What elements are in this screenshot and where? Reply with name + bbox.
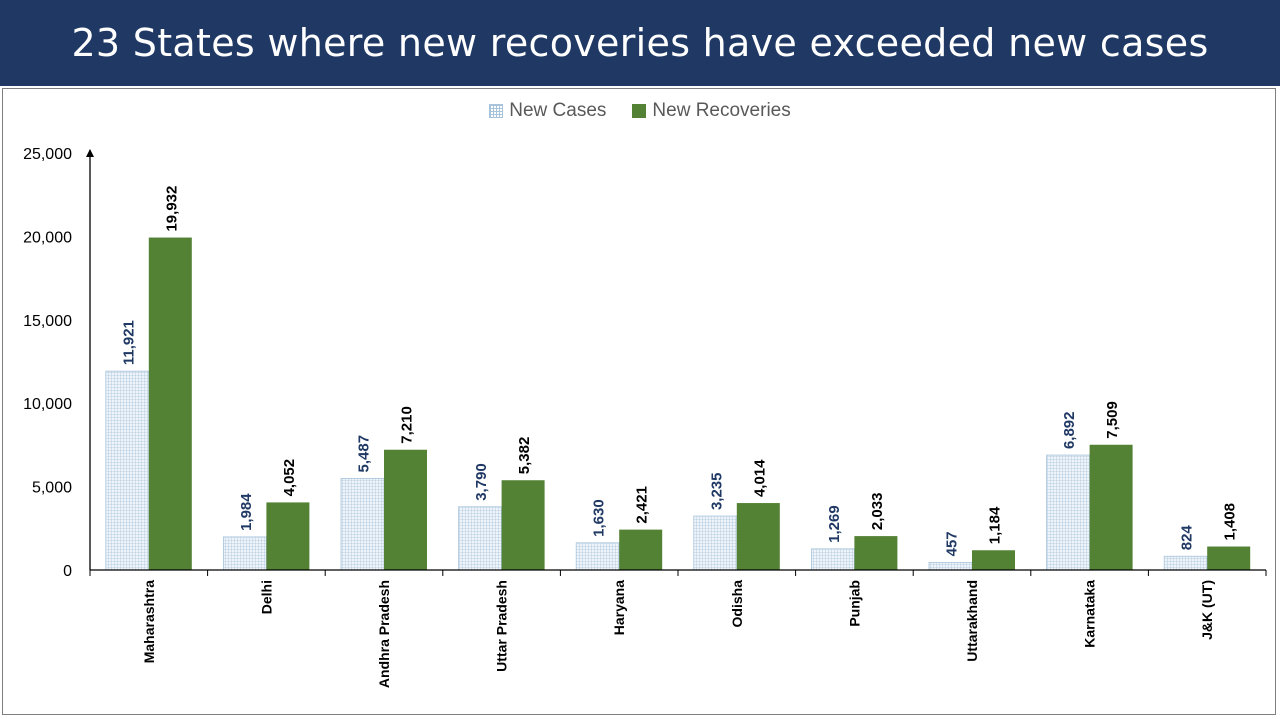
bar-new-cases [458,506,503,571]
data-label-new-cases: 457 [944,531,961,556]
data-label-new-recoveries: 2,421 [634,486,651,524]
data-label-new-cases: 5,487 [356,435,373,473]
bar-new-recoveries [384,449,427,570]
bar-new-cases [222,536,267,571]
bar-new-cases [575,542,620,571]
data-label-new-recoveries: 2,033 [869,493,886,531]
data-label-new-recoveries: 5,382 [516,437,533,475]
data-label-new-recoveries: 19,932 [163,186,180,232]
x-category-label: Andhra Pradesh [376,580,392,688]
y-tick-label: 25,000 [23,146,72,163]
bar-new-cases [1046,454,1090,571]
bar-new-recoveries [266,502,310,570]
chart-frame [2,88,1276,715]
data-label-new-cases: 3,235 [708,472,725,510]
data-label-new-cases: 1,269 [826,505,843,543]
legend-swatch-new-recoveries [632,104,647,118]
bar-new-recoveries [148,237,192,570]
page-title: 23 States where new recoveries have exce… [71,21,1209,65]
y-tick-label: 10,000 [23,396,72,413]
bar-new-recoveries [501,480,545,570]
data-label-new-recoveries: 7,210 [399,406,416,444]
data-label-new-recoveries: 1,408 [1222,503,1239,541]
bar-new-recoveries [736,503,780,570]
x-category-label: Uttarakhand [964,580,980,662]
bar-new-cases [105,370,150,571]
y-tick-label: 20,000 [23,229,72,246]
data-label-new-cases: 11,921 [120,320,137,365]
bar-new-cases [811,548,855,571]
data-label-new-recoveries: 7,509 [1104,401,1121,439]
bar-new-recoveries [1207,546,1251,570]
bar-new-cases [340,478,385,571]
y-tick-label: 5,000 [32,480,72,497]
data-label-new-cases: 1,630 [591,499,608,537]
y-tick-label: 0 [63,563,72,580]
legend-swatch-new-cases [489,104,504,118]
data-label-new-cases: 3,790 [473,463,490,501]
legend-item-new-cases: New Cases [489,100,606,122]
chart-legend: New Cases New Recoveries [0,100,1280,122]
header-banner: 23 States where new recoveries have exce… [0,0,1280,86]
data-label-new-recoveries: 4,014 [751,459,768,497]
bar-new-cases [928,561,973,571]
data-label-new-cases: 1,984 [238,493,255,531]
data-label-new-cases: 824 [1179,525,1196,551]
data-label-new-recoveries: 4,052 [281,459,298,497]
x-category-label: Odisha [729,580,745,628]
legend-label-new-cases: New Cases [509,100,607,121]
x-category-label: Punjab [846,580,862,627]
data-label-new-recoveries: 1,184 [987,506,1004,544]
bar-new-recoveries [619,529,663,570]
x-category-label: Maharashtra [141,580,157,663]
y-axis-arrow [86,149,94,157]
legend-item-new-recoveries: New Recoveries [632,100,791,122]
x-category-label: Delhi [258,580,274,614]
y-tick-label: 15,000 [23,313,72,330]
x-category-label: Karnataka [1082,580,1098,648]
data-label-new-cases: 6,892 [1061,411,1078,449]
x-category-label: Haryana [611,580,627,635]
bar-new-cases [1163,555,1208,571]
bar-new-recoveries [972,550,1015,570]
x-category-label: Uttar Pradesh [494,580,510,672]
x-category-label: J&K (UT) [1199,580,1215,640]
bar-new-recoveries [854,536,898,570]
legend-label-new-recoveries: New Recoveries [652,100,791,121]
bar-new-cases [693,515,738,571]
bar-new-recoveries [1089,444,1133,570]
